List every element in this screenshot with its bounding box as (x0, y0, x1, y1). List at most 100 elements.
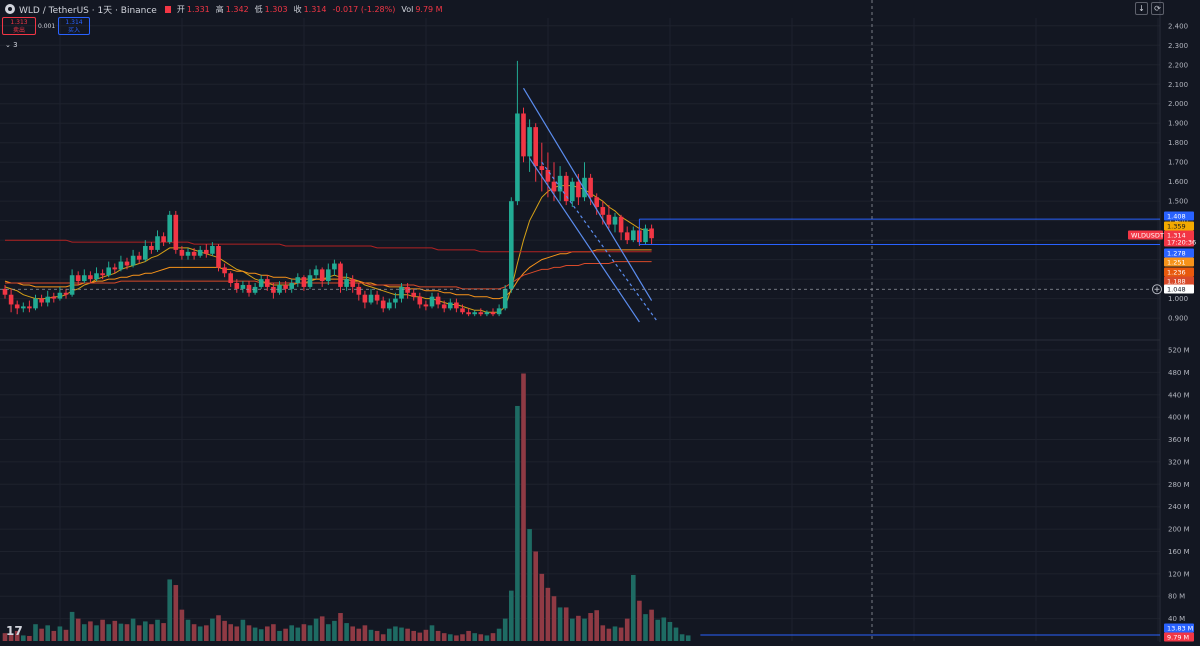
candle-body[interactable] (155, 236, 160, 250)
candle-body[interactable] (368, 294, 374, 303)
candle-body[interactable] (417, 296, 423, 305)
candle-body[interactable] (576, 181, 581, 198)
candles[interactable] (2, 60, 654, 317)
candle-body[interactable] (441, 304, 447, 309)
candle-body[interactable] (57, 292, 63, 299)
candle-body[interactable] (594, 197, 599, 208)
candle-body[interactable] (582, 177, 587, 198)
candle-body[interactable] (319, 269, 325, 282)
candle-body[interactable] (643, 228, 648, 243)
candle-body[interactable] (454, 302, 459, 309)
candle-body[interactable] (624, 232, 630, 241)
drawings[interactable] (0, 0, 1162, 642)
candle-body[interactable] (600, 207, 606, 215)
refresh-icon[interactable]: ⟳ (1151, 2, 1164, 15)
channel-upper-line[interactable] (522, 87, 653, 301)
candle-body[interactable] (356, 286, 362, 295)
candle-body[interactable] (374, 294, 380, 301)
candle-body[interactable] (161, 236, 166, 243)
candle-body[interactable] (332, 263, 337, 270)
candle-body[interactable] (521, 113, 526, 157)
symbol-logo-icon[interactable] (5, 4, 15, 14)
candle-body[interactable] (63, 292, 69, 295)
candle-body[interactable] (387, 302, 392, 309)
candle-body[interactable] (380, 300, 386, 309)
candle-body[interactable] (307, 275, 313, 287)
candle-body[interactable] (429, 296, 435, 307)
candle-body[interactable] (124, 261, 130, 266)
candle-body[interactable] (393, 298, 398, 303)
sell-button[interactable]: 1.313 卖出 (2, 17, 36, 35)
candle-body[interactable] (277, 284, 282, 293)
candle-body[interactable] (39, 298, 44, 303)
candle-body[interactable] (509, 201, 514, 289)
candle-body[interactable] (258, 279, 264, 287)
candle-body[interactable] (130, 255, 136, 266)
candle-body[interactable] (204, 249, 209, 254)
candle-body[interactable] (106, 267, 111, 276)
candle-body[interactable] (179, 249, 185, 256)
candle-body[interactable] (216, 246, 221, 268)
indicator-toggle[interactable]: ⌄ 3 (5, 41, 18, 49)
candle-body[interactable] (502, 288, 508, 309)
candle-body[interactable] (222, 267, 227, 274)
candle-body[interactable] (423, 304, 429, 307)
candle-body[interactable] (448, 302, 453, 309)
candle-body[interactable] (14, 304, 20, 309)
red-flag-icon[interactable] (164, 5, 171, 13)
candle-body[interactable] (557, 175, 563, 192)
candle-body[interactable] (649, 228, 654, 239)
candle-body[interactable] (472, 312, 477, 315)
candle-body[interactable] (545, 170, 551, 182)
candle-body[interactable] (21, 306, 26, 309)
candle-body[interactable] (570, 181, 575, 202)
channel-mid-dashed-line[interactable] (541, 161, 659, 323)
candle-body[interactable] (8, 294, 14, 305)
candle-body[interactable] (112, 267, 118, 270)
symbol-title[interactable]: WLD / TetherUS · 1天 · Binance (19, 5, 157, 16)
candle-body[interactable] (210, 246, 215, 254)
candle-body[interactable] (51, 296, 57, 299)
candle-body[interactable] (2, 288, 8, 295)
candle-body[interactable] (271, 286, 276, 293)
candle-body[interactable] (252, 286, 258, 293)
candle-body[interactable] (75, 275, 81, 282)
candle-body[interactable] (606, 214, 612, 225)
candle-body[interactable] (100, 273, 105, 276)
candle-body[interactable] (551, 181, 557, 192)
candle-body[interactable] (344, 279, 349, 287)
candle-body[interactable] (228, 273, 233, 284)
candle-body[interactable] (82, 275, 87, 282)
candle-body[interactable] (460, 308, 465, 313)
candle-body[interactable] (289, 283, 294, 289)
tradingview-logo-icon[interactable]: 17 (6, 624, 23, 638)
candle-body[interactable] (515, 113, 520, 202)
candle-body[interactable] (167, 214, 172, 243)
candle-body[interactable] (295, 277, 301, 284)
candle-body[interactable] (173, 214, 179, 250)
candle-body[interactable] (69, 275, 75, 295)
candle-body[interactable] (45, 296, 50, 303)
candle-body[interactable] (618, 216, 624, 233)
candle-body[interactable] (484, 312, 490, 315)
arrow-down-icon[interactable]: ↓ (1135, 2, 1148, 15)
candle-body[interactable] (405, 286, 410, 293)
candle-body[interactable] (301, 277, 307, 287)
candle-body[interactable] (350, 279, 355, 287)
candle-body[interactable] (563, 175, 569, 202)
candle-body[interactable] (143, 246, 148, 260)
candle-body[interactable] (185, 251, 191, 256)
candle-body[interactable] (631, 230, 636, 241)
candle-body[interactable] (435, 296, 441, 305)
candle-body[interactable] (612, 216, 618, 225)
candle-body[interactable] (88, 275, 93, 280)
candle-body[interactable] (490, 312, 496, 315)
candle-body[interactable] (527, 127, 532, 157)
candle-body[interactable] (265, 279, 270, 287)
candle-body[interactable] (466, 312, 471, 315)
channel-lower-line[interactable] (529, 157, 640, 323)
candle-body[interactable] (478, 312, 484, 315)
candle-body[interactable] (240, 284, 246, 289)
candle-body[interactable] (234, 283, 240, 289)
